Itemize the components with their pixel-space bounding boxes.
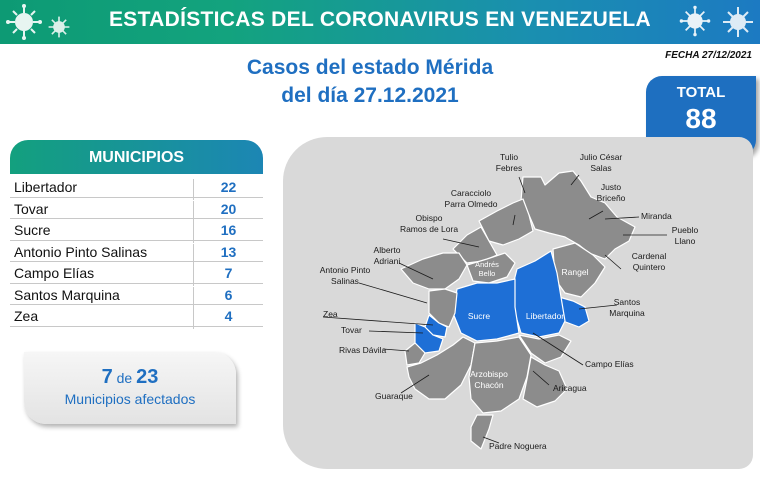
- table-row: Santos Marquina 6: [10, 284, 263, 308]
- map-label-tovar: Tovar: [341, 325, 362, 335]
- affected-label: Municipios afectados: [64, 391, 196, 407]
- map-label-padre-noguera: Padre Noguera: [489, 441, 547, 451]
- map-label-zea: Zea: [323, 309, 338, 319]
- municipio-count: 20: [193, 200, 263, 222]
- affected-count: 7: [101, 366, 113, 388]
- virus-icon: [679, 5, 711, 37]
- merida-map: Tulio Febres Julio César Salas Justo Briceñ…: [320, 152, 699, 451]
- map-label-campo-elias: Campo Elías: [585, 359, 634, 369]
- map-region-alberto-adriani: [400, 252, 468, 290]
- map-label-cardenal-quintero: Cardenal Quintero: [632, 251, 667, 272]
- map-label-rivas-davila: Rivas Dávila: [339, 345, 387, 355]
- municipio-name: Zea: [14, 308, 39, 324]
- table-row: Tovar 20: [10, 198, 263, 222]
- headline: Casos del estado Mérida del día 27.12.20…: [190, 54, 550, 110]
- municipios-table: Libertador 22 Tovar 20 Sucre 16 Antonio …: [10, 176, 263, 329]
- affected-total: 23: [136, 366, 159, 388]
- map-region-northeast: [520, 170, 636, 260]
- table-row: Sucre 16: [10, 219, 263, 243]
- map-label-libertador: Libertador: [526, 311, 564, 321]
- map-label-arzobispo-chacon: Arzobispo Chacón: [470, 369, 508, 390]
- header-banner: ESTADÍSTICAS DEL CORONAVIRUS EN VENEZUEL…: [0, 0, 760, 44]
- headline-line2: del día 27.12.2021: [281, 84, 459, 107]
- affected-connector: de: [116, 370, 133, 386]
- table-row: Libertador 22: [10, 176, 263, 200]
- municipio-count: 16: [193, 222, 263, 243]
- municipio-count: 13: [193, 243, 263, 265]
- table-row: Antonio Pinto Salinas 13: [10, 241, 263, 265]
- municipio-count: 4: [193, 308, 263, 329]
- map-region-obispo: [452, 226, 498, 264]
- total-label: TOTAL: [676, 84, 726, 101]
- map-region-padre-noguera: [470, 414, 494, 450]
- municipios-header: MUNICIPIOS: [10, 140, 263, 174]
- municipio-name: Campo Elías: [14, 265, 95, 281]
- map-region-caracciolo: [478, 198, 534, 246]
- map-label-sucre: Sucre: [468, 311, 490, 321]
- affected-summary: 7 de 23 Municipios afectados: [24, 352, 236, 424]
- virus-icon: [723, 7, 753, 37]
- map-label-obispo: Obispo Ramos de Lora: [400, 213, 458, 234]
- map-label-alberto-adriani: Alberto Adriani: [374, 245, 401, 266]
- map-label-rangel: Rangel: [562, 267, 589, 277]
- table-row: Zea 4: [10, 305, 263, 329]
- map-region-sucre: [452, 278, 520, 342]
- virus-icon: [48, 16, 70, 38]
- map-label-miranda: Miranda: [641, 211, 672, 221]
- total-value: 88: [685, 103, 717, 134]
- municipio-name: Santos Marquina: [14, 286, 120, 303]
- map-region-campo-elias: [518, 334, 572, 364]
- municipio-count: 22: [193, 179, 263, 200]
- municipio-name: Sucre: [14, 222, 51, 238]
- headline-line1: Casos del estado Mérida: [246, 56, 494, 79]
- map-label-antonio-pinto-salinas: Antonio Pinto Salinas: [320, 265, 371, 286]
- municipio-count: 7: [193, 265, 263, 286]
- map-region-antonio-pinto: [428, 288, 458, 328]
- virus-icon: [6, 4, 42, 40]
- map-label-tulio-febres: Tulio Febres: [496, 152, 522, 173]
- report-date: FECHA 27/12/2021: [665, 50, 752, 61]
- banner-title: ESTADÍSTICAS DEL CORONAVIRUS EN VENEZUEL…: [108, 8, 652, 31]
- municipio-name: Libertador: [14, 179, 78, 195]
- map-label-santos-marquina: Santos Marquina: [609, 297, 645, 318]
- map-label-caracciolo: Caracciolo Parra Olmedo: [445, 188, 498, 209]
- map-region-andres-bello: [466, 252, 516, 284]
- table-row: Campo Elías 7: [10, 262, 263, 286]
- municipio-name: Tovar: [14, 200, 49, 217]
- map-label-guaraque: Guaraque: [375, 391, 413, 401]
- map-label-aricagua: Aricagua: [553, 383, 587, 393]
- map-label-andres-bello: Andrés Bello: [475, 260, 499, 278]
- map-label-justo-briceno: Justo Briceño: [597, 182, 626, 203]
- affected-ratio: 7 de 23: [24, 366, 236, 389]
- municipio-name: Antonio Pinto Salinas: [14, 243, 148, 260]
- map-label-pueblo-llano: Pueblo Llano: [672, 225, 699, 246]
- map-label-julio-cesar-salas: Julio César Salas: [580, 152, 623, 173]
- map-region-arzobispo-chacon: [468, 336, 532, 414]
- municipio-count: 6: [193, 286, 263, 308]
- map-region-rivas-davila: [404, 342, 426, 366]
